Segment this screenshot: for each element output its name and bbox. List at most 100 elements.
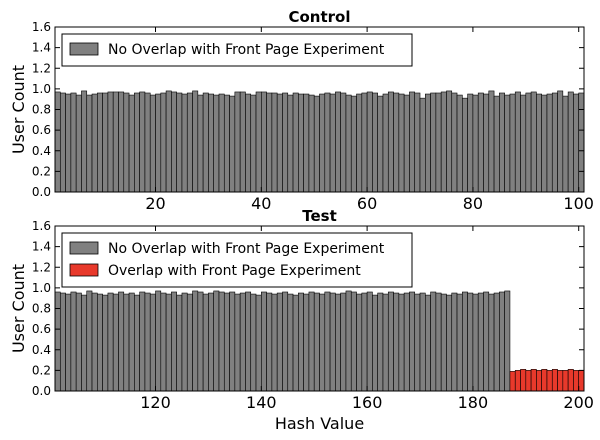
- chart-0-bar-s0-87: [509, 93, 516, 193]
- chart-0-title: Control: [288, 8, 350, 26]
- chart-1-bar-s0-123: [171, 291, 177, 392]
- chart-0-bar-s0-54: [335, 91, 341, 193]
- chart-0-bar-s0-35: [234, 91, 241, 193]
- chart-1-xtick-label-180: 180: [458, 393, 489, 412]
- chart-0-bar-s0-22: [165, 90, 172, 193]
- chart-1-bar-s0-116: [134, 294, 140, 392]
- chart-0-bar-s0-3: [65, 93, 72, 193]
- chart-0-bar-s0-58: [356, 93, 363, 193]
- chart-1-bar-s0-156: [345, 290, 352, 392]
- chart-0-bar-s0-71: [424, 93, 431, 193]
- chart-1-bar-s0-112: [112, 293, 119, 392]
- chart-1-bar-s0-106: [81, 294, 88, 392]
- chart-0-ytick-label-1.6: 1.6: [32, 20, 51, 34]
- chart-0-bar-s0-99: [573, 93, 580, 193]
- chart-0-bar-s0-32: [218, 93, 225, 193]
- chart-1-bar-s0-110: [102, 294, 109, 392]
- chart-1-bar-s0-151: [319, 293, 326, 392]
- chart-1-ytick-label-0.2: 0.2: [32, 363, 51, 377]
- chart-1-ytick-label-1.2: 1.2: [32, 260, 51, 274]
- chart-1-bar-s0-162: [377, 292, 384, 392]
- chart-0-bar-s0-56: [345, 94, 352, 193]
- chart-1-bar-s0-147: [298, 292, 304, 392]
- chart-1-bar-s0-148: [303, 293, 310, 392]
- chart-1-bar-s0-113: [118, 291, 125, 392]
- chart-0-bar-s0-74: [440, 91, 447, 193]
- chart-1-bar-s0-124: [176, 294, 183, 392]
- chart-0-bar-s0-6: [81, 90, 88, 193]
- chart-0-bar-s0-80: [472, 94, 479, 193]
- chart-1-bar-s0-164: [387, 291, 394, 392]
- chart-1-bar-s0-181: [477, 292, 484, 392]
- chart-0-bar-s0-16: [134, 92, 140, 193]
- chart-1-bar-s0-175: [446, 294, 453, 392]
- chart-1-bar-s1-189: [520, 369, 527, 392]
- chart-0-legend-label-0: No Overlap with Front Page Experiment: [108, 42, 385, 58]
- chart-0-bar-s0-18: [144, 92, 151, 193]
- chart-1-bar-s0-102: [59, 292, 66, 392]
- chart-0-xtick-label-60: 60: [357, 194, 377, 213]
- chart-0-bar-s0-79: [467, 93, 474, 193]
- chart-0-bar-s0-89: [520, 94, 527, 193]
- chart-0-ytick-label-1.2: 1.2: [32, 61, 51, 75]
- chart-0-bar-s0-17: [139, 91, 146, 193]
- chart-1-bar-s0-168: [409, 291, 416, 392]
- chart-1-ytick-label-0.4: 0.4: [32, 343, 51, 357]
- chart-0-bar-s0-96: [557, 90, 564, 193]
- chart-0-bar-s0-90: [525, 92, 532, 193]
- chart-1-bar-s0-108: [91, 292, 98, 392]
- chart-1-legend-swatch-1: [69, 263, 99, 277]
- chart-1-bar-s0-125: [181, 292, 188, 392]
- chart-0-bar-s0-37: [245, 93, 252, 193]
- chart-1-bar-s0-142: [271, 293, 278, 392]
- chart-1-bar-s0-140: [261, 291, 267, 392]
- chart-1-bar-s0-120: [155, 290, 162, 392]
- chart-1-bar-s0-146: [292, 294, 299, 392]
- chart-1-bar-s0-167: [403, 292, 410, 392]
- chart-0-bar-s0-25: [181, 93, 188, 193]
- chart-0-bar-s0-44: [282, 92, 289, 193]
- chart-1-bar-s0-133: [223, 292, 230, 392]
- chart-1-bar-s0-145: [287, 293, 294, 392]
- chart-1-bar-s0-101: [54, 291, 61, 392]
- chart-1-legend-swatch-0: [69, 241, 99, 255]
- chart-0-xtick-label-40: 40: [251, 194, 271, 213]
- chart-1-xtick-label-200: 200: [563, 393, 594, 412]
- chart-1-bar-s1-192: [536, 370, 542, 392]
- chart-1-bar-s0-154: [335, 293, 341, 392]
- chart-0-bar-s0-33: [223, 94, 230, 193]
- chart-1-legend-label-1: Overlap with Front Page Experiment: [108, 263, 361, 279]
- chart-1-bar-s0-143: [276, 292, 283, 392]
- chart-1-bar-s0-178: [462, 291, 468, 392]
- chart-0-bar-s0-14: [123, 92, 130, 193]
- chart-0-bar-s0-61: [372, 92, 378, 193]
- chart-0-bar-s0-10: [102, 92, 109, 193]
- chart-1-bar-s1-199: [573, 370, 580, 392]
- chart-0-bar-s0-13: [118, 91, 125, 193]
- chart-1-bar-s0-122: [165, 293, 172, 392]
- chart-0-bar-s0-7: [86, 94, 93, 193]
- chart-1-bar-s0-141: [266, 292, 273, 392]
- chart-1-bar-s0-126: [186, 293, 193, 392]
- chart-1-bar-s0-149: [308, 291, 315, 392]
- chart-0-bar-s0-15: [128, 94, 135, 193]
- chart-0-bar-s0-19: [149, 94, 156, 193]
- chart-1-bar-s0-104: [70, 291, 77, 392]
- chart-1-bar-s0-121: [160, 292, 167, 392]
- chart-0-bar-s0-8: [91, 93, 98, 193]
- chart-0-bar-s0-34: [229, 95, 236, 193]
- chart-1-bar-s0-134: [229, 291, 236, 392]
- chart-1-bar-s0-105: [75, 292, 82, 392]
- chart-0-bar-s0-53: [329, 93, 336, 193]
- chart-0-bar-s0-30: [208, 93, 215, 193]
- chart-1-bar-s1-194: [546, 370, 553, 392]
- chart-0-xtick-label-80: 80: [463, 194, 483, 213]
- chart-1-bar-s0-185: [499, 291, 505, 392]
- chart-0-bar-s0-1: [54, 91, 61, 193]
- chart-1-bar-s0-115: [128, 292, 135, 392]
- chart-1-ytick-label-0.0: 0.0: [32, 384, 51, 398]
- chart-1-title: Test: [302, 207, 337, 225]
- chart-0-bar-s0-94: [546, 93, 553, 193]
- chart-0-bar-s0-40: [261, 91, 267, 193]
